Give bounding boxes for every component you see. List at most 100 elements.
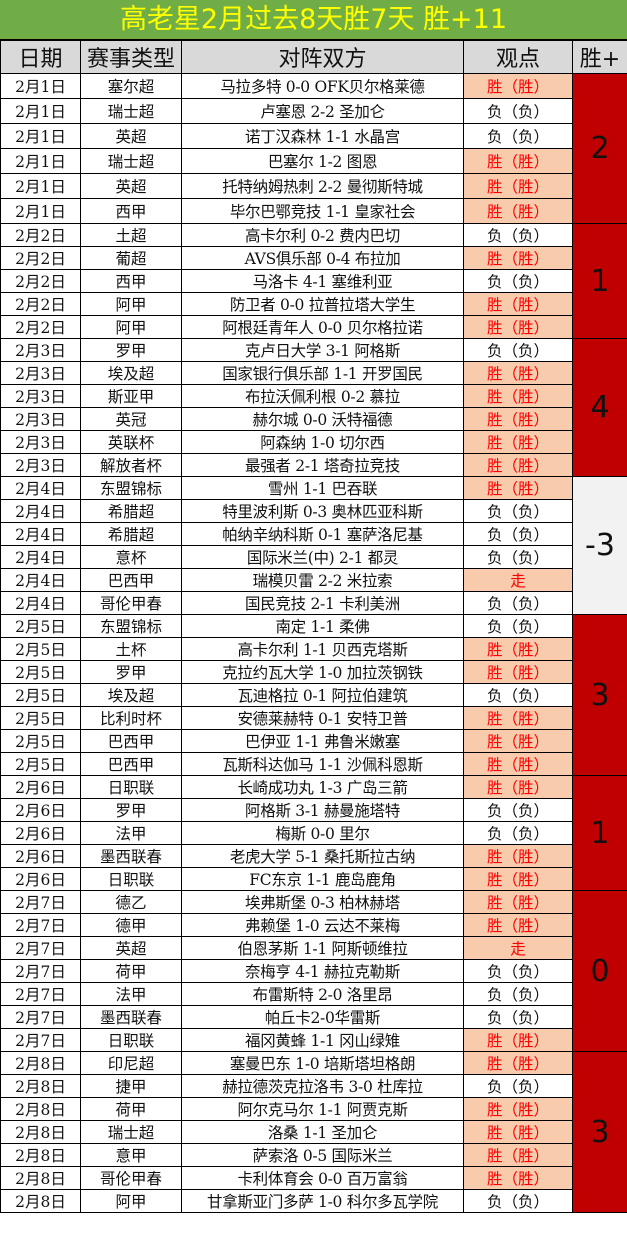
competition-cell: 土超 xyxy=(80,223,182,247)
view-cell: 负（负） xyxy=(463,522,573,546)
date-cell: 2月7日 xyxy=(0,936,81,960)
header-view: 观点 xyxy=(463,40,573,74)
view-cell: 走 xyxy=(463,568,573,592)
table-row: 2月7日 墨西联春 帕丘卡2-0华雷斯 负（负） xyxy=(0,1005,627,1029)
date-cell: 2月1日 xyxy=(0,123,81,149)
match-cell: 马洛卡 4-1 塞维利亚 xyxy=(181,269,464,293)
view-cell: 负（负） xyxy=(463,269,573,293)
view-cell: 胜（胜） xyxy=(463,384,573,408)
date-cell: 2月7日 xyxy=(0,982,81,1006)
match-cell: 埃弗斯堡 0-3 柏林赫塔 xyxy=(181,890,464,914)
date-cell: 2月5日 xyxy=(0,729,81,753)
table-row: 2月6日 法甲 梅斯 0-0 里尔 负（负） xyxy=(0,821,627,845)
match-cell: 卢塞恩 2-2 圣加仑 xyxy=(181,98,464,124)
match-cell: 伯恩茅斯 1-1 阿斯顿维拉 xyxy=(181,936,464,960)
table-row: 2月3日 斯亚甲 布拉沃佩利根 0-2 慕拉 胜（胜） xyxy=(0,384,627,408)
view-cell: 胜（胜） xyxy=(463,890,573,914)
table-row: 2月5日 比利时杯 安德莱赫特 0-1 安特卫普 胜（胜） xyxy=(0,706,627,730)
competition-cell: 希腊超 xyxy=(80,499,182,523)
table-row: 2月2日 土超 高卡尔利 0-2 费内巴切 负（负） 1 xyxy=(0,223,627,339)
competition-cell: 英冠 xyxy=(80,407,182,431)
match-cell: 国家银行俱乐部 1-1 开罗国民 xyxy=(181,361,464,385)
day-score-cell: 0 xyxy=(572,890,627,1052)
date-cell: 2月2日 xyxy=(0,223,81,247)
view-cell: 负（负） xyxy=(463,545,573,569)
competition-cell: 法甲 xyxy=(80,982,182,1006)
view-cell: 胜（胜） xyxy=(463,706,573,730)
match-cell: 瓦斯科达伽马 1-1 沙佩科恩斯 xyxy=(181,752,464,776)
view-cell: 负（负） xyxy=(463,683,573,707)
table-row: 2月7日 法甲 布雷斯特 2-0 洛里昂 负（负） xyxy=(0,982,627,1006)
table-row: 2月3日 埃及超 国家银行俱乐部 1-1 开罗国民 胜（胜） xyxy=(0,361,627,385)
competition-cell: 英联杯 xyxy=(80,430,182,454)
date-cell: 2月5日 xyxy=(0,683,81,707)
day-score-cell: 1 xyxy=(572,223,627,339)
date-cell: 2月4日 xyxy=(0,568,81,592)
competition-cell: 哥伦甲春 xyxy=(80,591,182,615)
competition-cell: 英超 xyxy=(80,123,182,149)
table-row: 2月4日 东盟锦标 雪州 1-1 巴吞联 胜（胜） -3 xyxy=(0,476,627,615)
table-row: 2月6日 罗甲 阿格斯 3-1 赫曼施塔特 负（负） xyxy=(0,798,627,822)
date-cell: 2月5日 xyxy=(0,752,81,776)
view-cell: 胜（胜） xyxy=(463,246,573,270)
date-cell: 2月2日 xyxy=(0,315,81,339)
match-cell: 南定 1-1 柔佛 xyxy=(181,614,464,638)
view-cell: 负（负） xyxy=(463,1074,573,1098)
match-cell: 国民竞技 2-1 卡利美洲 xyxy=(181,591,464,615)
match-cell: 弗赖堡 1-0 云达不莱梅 xyxy=(181,913,464,937)
day-score-cell: 1 xyxy=(572,775,627,891)
match-cell: 萨索洛 0-5 国际米兰 xyxy=(181,1143,464,1167)
date-cell: 2月8日 xyxy=(0,1120,81,1144)
view-cell: 负（负） xyxy=(463,338,573,362)
match-cell: 瑞模贝雷 2-2 米拉索 xyxy=(181,568,464,592)
table-row: 2月1日 英超 托特纳姆热刺 2-2 曼彻斯特城 胜（胜） xyxy=(0,173,627,199)
competition-cell: 阿甲 xyxy=(80,315,182,339)
table-row: 2月4日 希腊超 帕纳辛纳科斯 0-1 塞萨洛尼基 负（负） xyxy=(0,522,627,546)
match-cell: 帕丘卡2-0华雷斯 xyxy=(181,1005,464,1029)
table-row: 2月4日 哥伦甲春 国民竞技 2-1 卡利美洲 负（负） xyxy=(0,591,627,615)
date-cell: 2月8日 xyxy=(0,1166,81,1190)
view-cell: 胜（胜） xyxy=(463,1051,573,1075)
match-cell: 福冈黄蜂 1-1 冈山绿雉 xyxy=(181,1028,464,1052)
date-cell: 2月4日 xyxy=(0,499,81,523)
view-cell: 胜（胜） xyxy=(463,361,573,385)
table-row: 2月1日 瑞士超 卢塞恩 2-2 圣加仑 负（负） xyxy=(0,98,627,124)
date-cell: 2月7日 xyxy=(0,913,81,937)
date-cell: 2月5日 xyxy=(0,614,81,638)
header-competition: 赛事类型 xyxy=(80,40,182,74)
date-cell: 2月7日 xyxy=(0,890,81,914)
day-score-cell: 3 xyxy=(572,1051,627,1213)
date-cell: 2月4日 xyxy=(0,591,81,615)
match-cell: 克卢日大学 3-1 阿格斯 xyxy=(181,338,464,362)
table-row: 2月4日 巴西甲 瑞模贝雷 2-2 米拉索走 xyxy=(0,568,627,592)
date-cell: 2月3日 xyxy=(0,338,81,362)
table-row: 2月3日 英联杯 阿森纳 1-0 切尔西 胜（胜） xyxy=(0,430,627,454)
table-row: 2月7日 荷甲 奈梅亨 4-1 赫拉克勒斯 负（负） xyxy=(0,959,627,983)
table-row: 2月1日 西甲 毕尔巴鄂竞技 1-1 皇家社会 胜（胜） xyxy=(0,198,627,224)
competition-cell: 巴西甲 xyxy=(80,729,182,753)
view-cell: 负（负） xyxy=(463,1189,573,1213)
table-row: 2月5日 东盟锦标 南定 1-1 柔佛 负（负） 3 xyxy=(0,614,627,776)
view-cell: 胜（胜） xyxy=(463,430,573,454)
competition-cell: 瑞士超 xyxy=(80,1120,182,1144)
match-cell: 高卡尔利 0-2 费内巴切 xyxy=(181,223,464,247)
view-cell: 胜（胜） xyxy=(463,867,573,891)
competition-cell: 捷甲 xyxy=(80,1074,182,1098)
competition-cell: 哥伦甲春 xyxy=(80,1166,182,1190)
competition-cell: 西甲 xyxy=(80,198,182,224)
date-cell: 2月8日 xyxy=(0,1189,81,1213)
competition-cell: 墨西联春 xyxy=(80,1005,182,1029)
match-cell: 防卫者 0-0 拉普拉塔大学生 xyxy=(181,292,464,316)
match-cell: 雪州 1-1 巴吞联 xyxy=(181,476,464,500)
view-cell: 胜（胜） xyxy=(463,637,573,661)
match-cell: 国际米兰(中) 2-1 都灵 xyxy=(181,545,464,569)
date-cell: 2月1日 xyxy=(0,148,81,174)
view-cell: 负（负） xyxy=(463,1005,573,1029)
view-cell: 胜（胜） xyxy=(463,315,573,339)
view-cell: 胜（胜） xyxy=(463,407,573,431)
competition-cell: 印尼超 xyxy=(80,1051,182,1075)
view-cell: 胜（胜） xyxy=(463,292,573,316)
competition-cell: 埃及超 xyxy=(80,361,182,385)
view-cell: 胜（胜） xyxy=(463,752,573,776)
match-cell: 老虎大学 5-1 桑托斯拉古纳 xyxy=(181,844,464,868)
